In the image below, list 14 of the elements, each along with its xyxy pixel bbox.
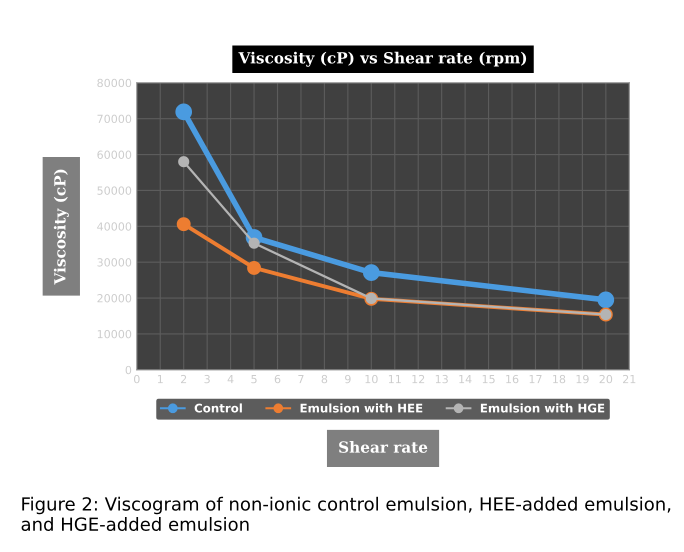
point <box>247 260 261 275</box>
point <box>175 104 192 120</box>
legend-label: Emulsion with HEE <box>300 403 422 413</box>
point <box>597 292 614 308</box>
chart-title: Viscosity (cP) vs Shear rate (rpm) <box>238 52 526 67</box>
legend-label: Emulsion with HGE <box>480 403 604 413</box>
point <box>178 156 190 168</box>
caption: Figure 2: Viscogram of non-ionic control emulsion, HEE-added emulsion, and HGE-added emulsion <box>22 496 670 531</box>
point <box>362 264 380 281</box>
x-axis-title: Shear rate <box>339 441 428 453</box>
legend-label: Control <box>194 403 242 413</box>
point <box>176 217 191 232</box>
point <box>248 238 260 249</box>
y-axis-title: Viscosity (cP) <box>54 170 69 285</box>
